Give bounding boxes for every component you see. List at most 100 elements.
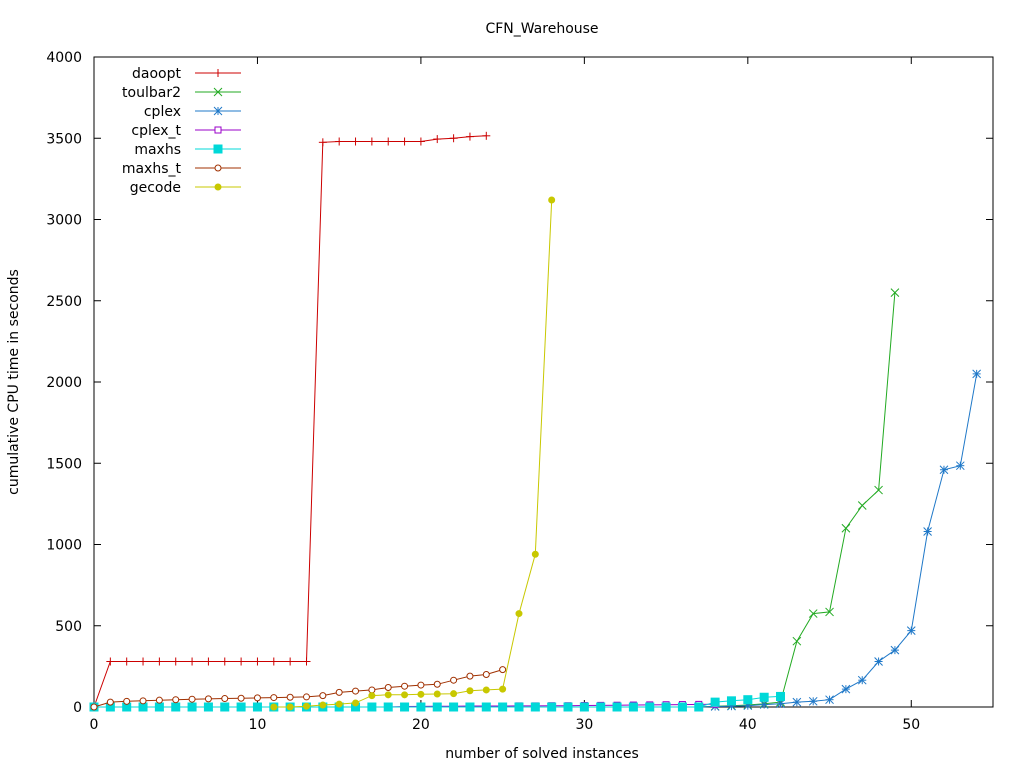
data-point-maxhs-box bbox=[203, 702, 213, 712]
data-point-gecode bbox=[433, 690, 441, 698]
series-toulbar2 bbox=[89, 288, 900, 712]
data-point-gecode bbox=[286, 703, 294, 711]
data-point-daoopt bbox=[400, 137, 409, 146]
legend-label-daoopt: daoopt bbox=[132, 66, 181, 82]
data-point-cplex bbox=[923, 527, 932, 536]
data-point-maxhs-t-ring bbox=[221, 695, 229, 703]
data-point-maxhs-t-ring bbox=[270, 694, 278, 702]
x-tick-label: 20 bbox=[412, 717, 430, 733]
axes-group: 0 10 20 30 40 5005001000150020002500300035004… bbox=[46, 50, 994, 733]
data-point-gecode-dot bbox=[417, 690, 425, 698]
data-point-toulbar2 bbox=[857, 501, 867, 510]
data-point-maxhs bbox=[367, 702, 377, 712]
data-point-maxhs-t bbox=[253, 694, 261, 702]
data-point-maxhs-t bbox=[384, 684, 392, 691]
data-point-maxhs-box bbox=[677, 702, 687, 712]
data-point-maxhs bbox=[432, 702, 442, 712]
data-point-toulbar2 bbox=[841, 523, 851, 533]
data-point-maxhs-t bbox=[139, 697, 147, 705]
data-point-cplex bbox=[972, 369, 982, 379]
data-point-maxhs-box bbox=[743, 695, 753, 705]
data-point-cplex-d2 bbox=[841, 684, 851, 694]
data-point-maxhs-t bbox=[90, 703, 98, 711]
data-point-maxhs-box bbox=[498, 702, 508, 712]
legend-marker-gecode bbox=[214, 183, 222, 191]
data-point-maxhs-box bbox=[563, 702, 573, 712]
data-point-cplex-d2 bbox=[874, 657, 883, 666]
data-point-gecode bbox=[466, 687, 474, 695]
legend-marker-cplex-t bbox=[214, 126, 222, 134]
data-point-cplex bbox=[759, 700, 769, 709]
data-point-cplex-d2 bbox=[923, 527, 932, 536]
data-point-maxhs bbox=[743, 695, 753, 705]
data-point-maxhs-t bbox=[106, 698, 114, 706]
data-point-maxhs-box bbox=[220, 702, 230, 712]
data-point-daoopt bbox=[220, 657, 229, 666]
data-point-maxhs bbox=[171, 702, 181, 712]
data-point-cplex bbox=[874, 657, 883, 666]
y-axis-label: cumulative CPU time in seconds bbox=[6, 269, 22, 495]
data-point-daoopt bbox=[416, 137, 425, 146]
data-point-toulbar2 bbox=[792, 636, 802, 646]
legend-label-cplex-t: cplex_t bbox=[131, 123, 181, 139]
data-point-maxhs bbox=[677, 702, 687, 712]
legend-label-maxhs-t: maxhs_t bbox=[122, 161, 182, 177]
data-point-maxhs-box bbox=[612, 702, 622, 712]
data-point-maxhs bbox=[710, 697, 720, 707]
legend-label-maxhs: maxhs bbox=[134, 142, 181, 158]
data-point-gecode-dot bbox=[466, 687, 474, 695]
data-point-maxhs bbox=[514, 702, 524, 712]
series-gecode bbox=[270, 196, 556, 711]
data-point-maxhs-t-ring bbox=[319, 692, 327, 700]
data-point-maxhs bbox=[220, 702, 230, 712]
legend-label-gecode: gecode bbox=[130, 180, 181, 196]
data-point-daoopt bbox=[449, 134, 458, 143]
data-point-toulbar2-d2 bbox=[874, 485, 883, 495]
data-point-maxhs-t-ring bbox=[335, 688, 343, 696]
data-point-gecode-dot bbox=[433, 690, 441, 698]
x-axis-label: number of solved instances bbox=[445, 746, 639, 762]
data-point-daoopt bbox=[171, 657, 180, 666]
data-point-daoopt bbox=[482, 131, 491, 140]
data-point-toulbar2-d2 bbox=[792, 636, 802, 646]
data-point-cplex bbox=[825, 695, 834, 705]
data-point-daoopt bbox=[269, 657, 278, 666]
data-point-maxhs-t bbox=[335, 688, 343, 696]
data-point-maxhs-t-ring bbox=[237, 694, 245, 702]
data-point-maxhs-box bbox=[645, 702, 655, 712]
data-point-maxhs-t-ring bbox=[417, 681, 425, 689]
data-point-cplex-d2 bbox=[808, 696, 818, 706]
data-point-maxhs-t bbox=[237, 694, 245, 702]
y-tick-label: 3000 bbox=[46, 213, 82, 229]
data-point-maxhs bbox=[563, 702, 573, 712]
data-point-gecode bbox=[319, 701, 327, 709]
data-point-daoopt bbox=[384, 137, 393, 146]
series-line-daoopt bbox=[93, 135, 487, 708]
legend-marker-cplex-d2 bbox=[213, 106, 223, 116]
data-point-maxhs-t-ring bbox=[286, 693, 294, 701]
data-point-maxhs-box bbox=[628, 702, 638, 712]
data-point-gecode-dot bbox=[401, 691, 409, 699]
data-point-gecode-dot bbox=[319, 701, 327, 709]
data-point-daoopt bbox=[122, 657, 131, 666]
data-point-gecode bbox=[548, 196, 556, 204]
data-point-daoopt bbox=[367, 137, 376, 146]
data-point-maxhs-t bbox=[155, 696, 163, 704]
x-tick-label: 50 bbox=[902, 717, 920, 733]
data-point-maxhs-box bbox=[252, 702, 262, 712]
data-point-gecode bbox=[499, 685, 507, 693]
data-point-maxhs bbox=[759, 692, 769, 702]
legend-label-toulbar2: toulbar2 bbox=[122, 85, 181, 101]
data-point-gecode-dot bbox=[352, 699, 360, 707]
data-point-maxhs-t bbox=[123, 697, 131, 705]
data-point-toulbar2-d2 bbox=[808, 609, 818, 618]
data-point-maxhs-t-ring bbox=[155, 696, 163, 704]
data-point-maxhs-t-ring bbox=[204, 695, 212, 703]
data-point-gecode bbox=[335, 700, 343, 708]
data-point-gecode-dot bbox=[384, 691, 392, 699]
y-tick-label: 0 bbox=[73, 700, 82, 716]
x-tick-label: 40 bbox=[739, 717, 757, 733]
data-point-maxhs-t bbox=[450, 676, 458, 684]
